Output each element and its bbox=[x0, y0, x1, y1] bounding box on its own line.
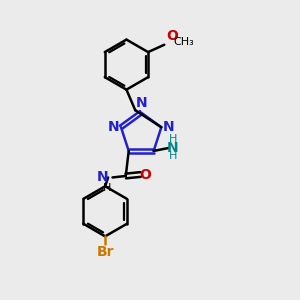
Text: O: O bbox=[166, 29, 178, 43]
Text: N: N bbox=[97, 170, 108, 184]
Text: O: O bbox=[139, 167, 151, 182]
Text: CH₃: CH₃ bbox=[173, 37, 194, 47]
Text: H: H bbox=[169, 134, 177, 144]
Text: Br: Br bbox=[96, 245, 114, 259]
Text: N: N bbox=[163, 120, 175, 134]
Text: N: N bbox=[108, 120, 119, 134]
Text: H: H bbox=[102, 183, 111, 193]
Text: N: N bbox=[167, 141, 178, 155]
Text: H: H bbox=[169, 151, 177, 161]
Text: N: N bbox=[135, 96, 147, 110]
